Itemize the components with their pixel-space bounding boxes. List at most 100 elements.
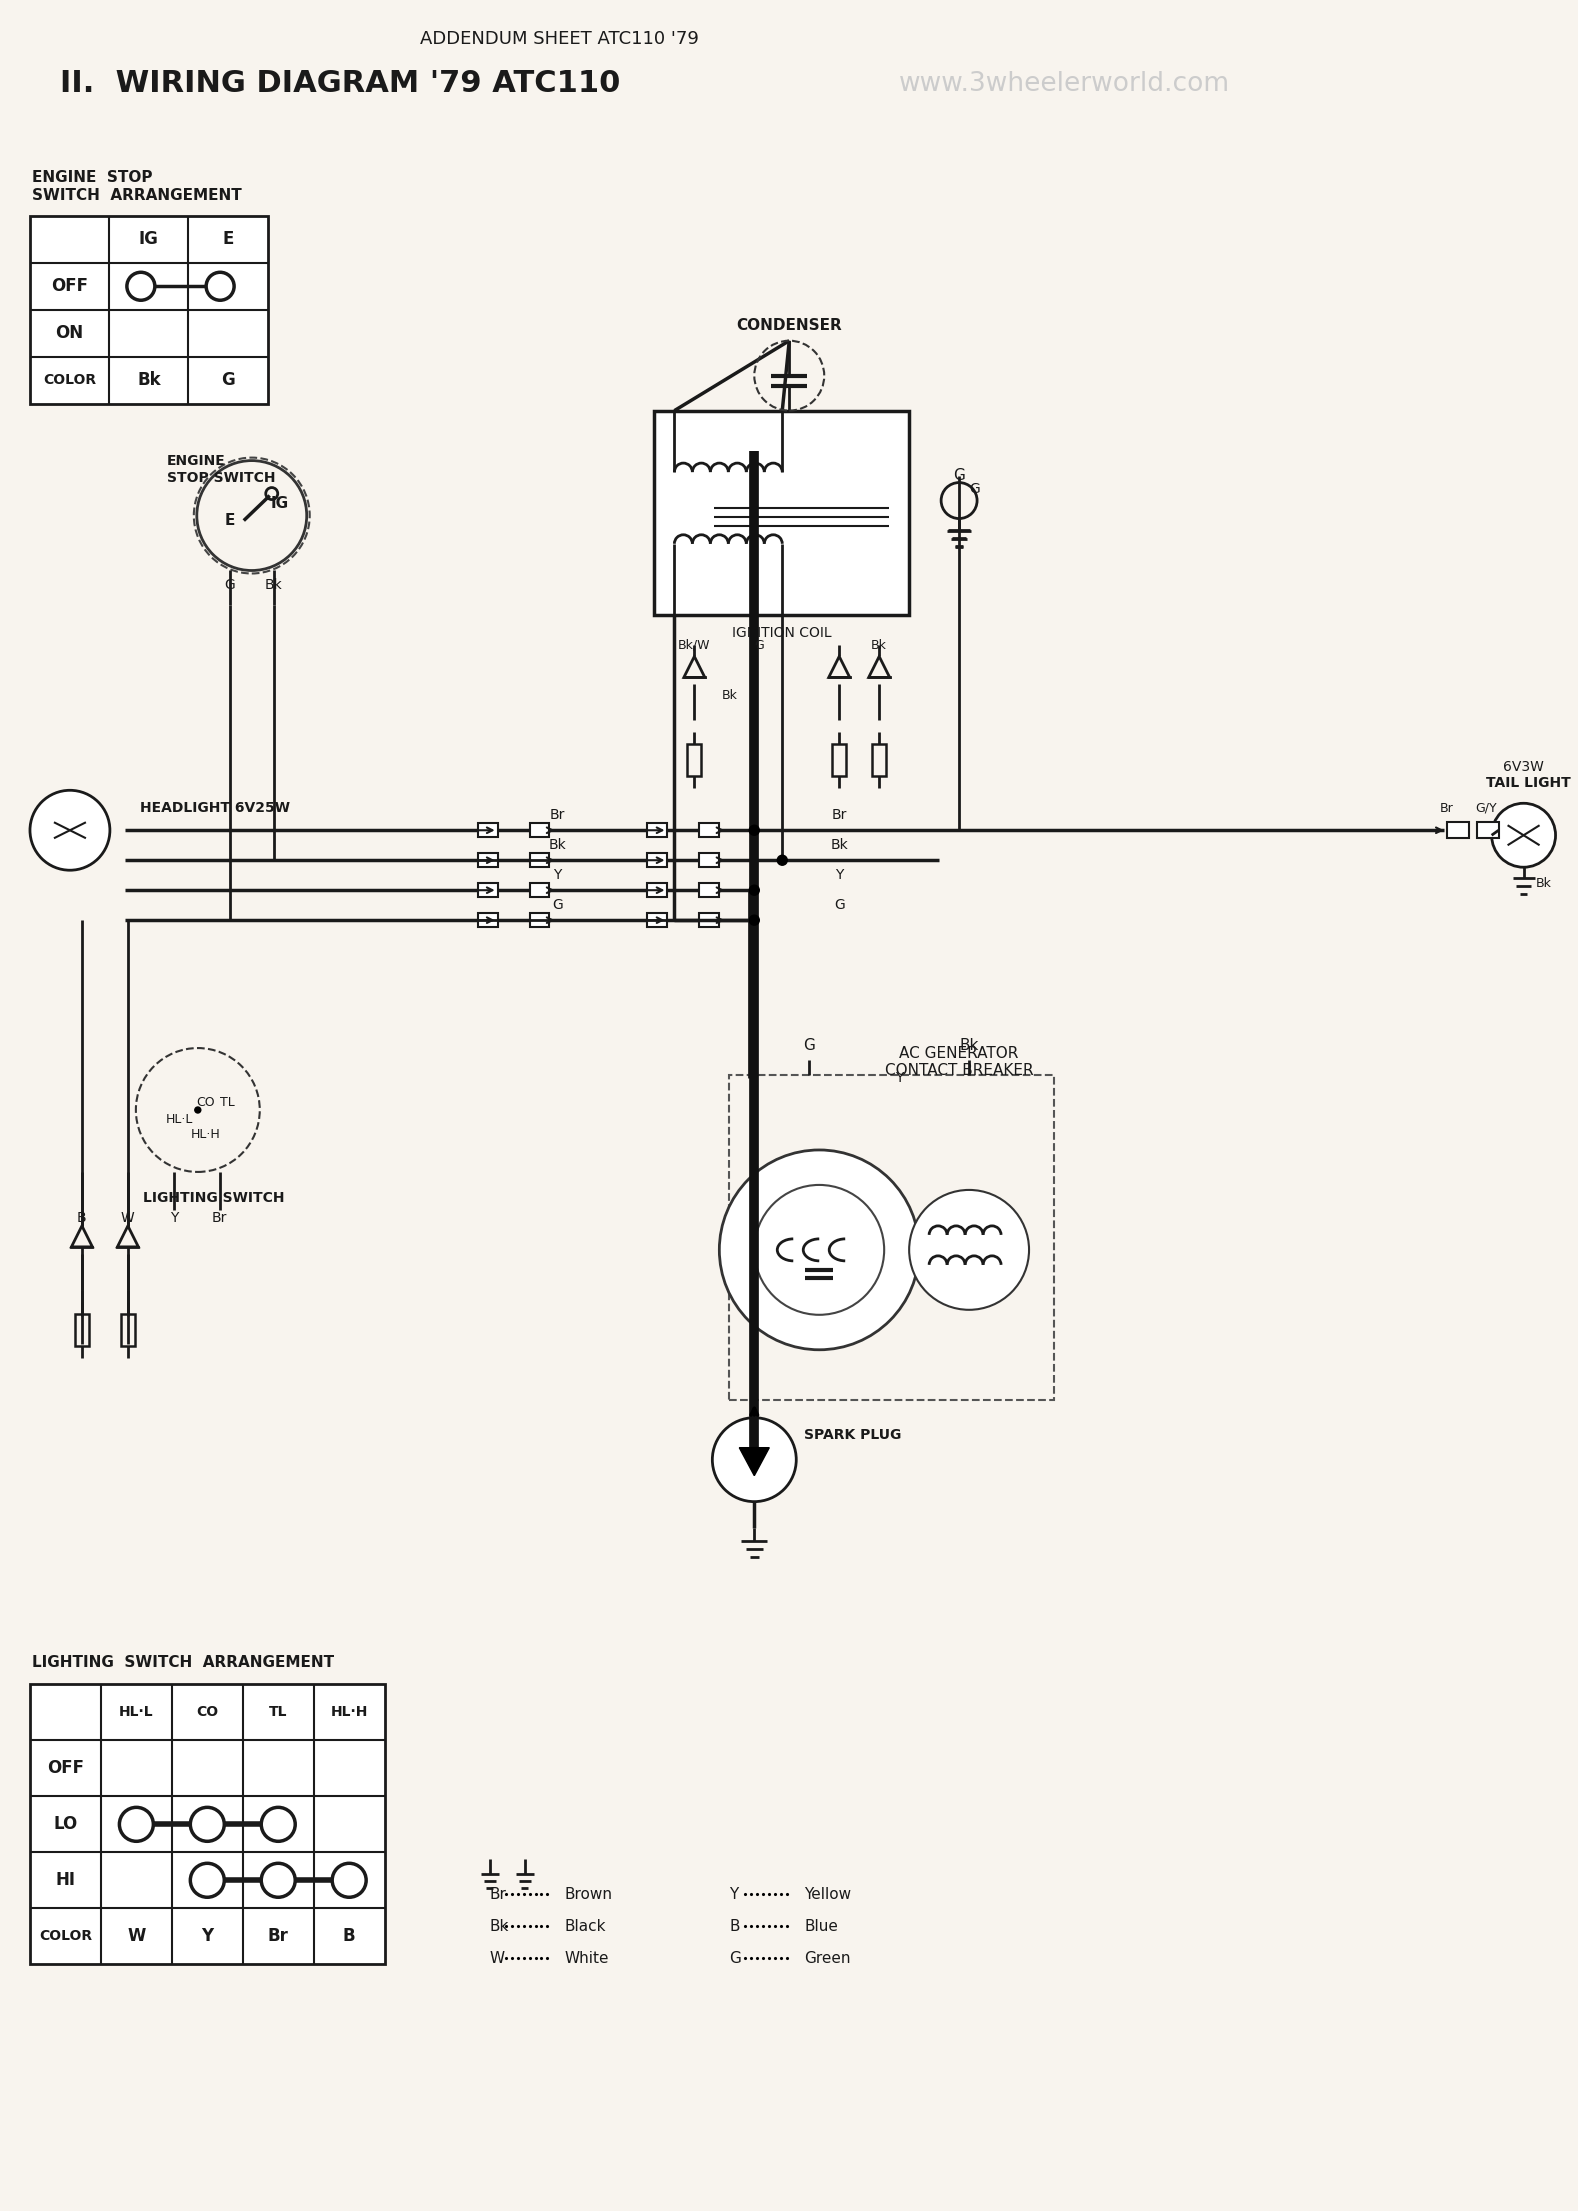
- Text: TL: TL: [221, 1094, 235, 1108]
- Text: HI: HI: [55, 1871, 76, 1888]
- Text: ENGINE: ENGINE: [167, 453, 226, 467]
- Bar: [699, 882, 720, 898]
- Text: Bk: Bk: [830, 838, 847, 851]
- Text: CONDENSER: CONDENSER: [737, 318, 843, 334]
- Circle shape: [754, 1185, 884, 1316]
- Text: Blue: Blue: [805, 1919, 838, 1935]
- Text: W: W: [128, 1928, 145, 1946]
- Polygon shape: [117, 1225, 139, 1247]
- Text: G: G: [969, 482, 980, 495]
- Text: TL: TL: [268, 1705, 287, 1720]
- Bar: [647, 822, 667, 838]
- Bar: [478, 882, 497, 898]
- Circle shape: [262, 1864, 295, 1897]
- Circle shape: [909, 1190, 1029, 1309]
- Text: LO: LO: [54, 1815, 77, 1833]
- Circle shape: [712, 1417, 797, 1501]
- Text: G: G: [803, 1037, 816, 1052]
- Text: IGNITION COIL: IGNITION COIL: [732, 626, 832, 641]
- Polygon shape: [740, 1448, 770, 1475]
- Text: W: W: [489, 1950, 505, 1966]
- Text: CO: CO: [197, 1094, 215, 1108]
- Polygon shape: [869, 657, 890, 677]
- Text: Br: Br: [211, 1212, 227, 1225]
- Text: B: B: [77, 1212, 87, 1225]
- Polygon shape: [71, 1225, 93, 1247]
- Text: G/Y: G/Y: [1475, 803, 1496, 816]
- Text: B: B: [729, 1919, 740, 1935]
- Text: G: G: [754, 639, 764, 652]
- Text: AC GENERATOR: AC GENERATOR: [899, 1046, 1019, 1061]
- Bar: [647, 913, 667, 926]
- Bar: [478, 822, 497, 838]
- Text: OFF: OFF: [50, 276, 88, 296]
- Bar: [699, 913, 720, 926]
- Text: Br: Br: [268, 1928, 289, 1946]
- Text: HEADLIGHT 6V25W: HEADLIGHT 6V25W: [140, 800, 290, 816]
- Text: LIGHTING  SWITCH  ARRANGEMENT: LIGHTING SWITCH ARRANGEMENT: [32, 1656, 335, 1669]
- Text: ADDENDUM SHEET ATC110 '79: ADDENDUM SHEET ATC110 '79: [420, 31, 699, 49]
- Text: Bk: Bk: [265, 579, 282, 593]
- Circle shape: [720, 1150, 918, 1349]
- Text: ON: ON: [55, 325, 84, 343]
- Circle shape: [750, 915, 759, 924]
- Circle shape: [191, 1806, 224, 1842]
- Text: SWITCH  ARRANGEMENT: SWITCH ARRANGEMENT: [32, 188, 241, 203]
- Text: HL·H: HL·H: [330, 1705, 368, 1720]
- Bar: [478, 853, 497, 867]
- Text: G: G: [224, 579, 235, 593]
- Bar: [122, 1313, 134, 1346]
- Text: TAIL LIGHT: TAIL LIGHT: [1486, 776, 1572, 789]
- Bar: [30, 1685, 385, 1963]
- Text: E: E: [224, 513, 235, 528]
- Text: G: G: [729, 1950, 742, 1966]
- Text: www.3wheelerworld.com: www.3wheelerworld.com: [899, 71, 1231, 97]
- Bar: [873, 745, 887, 776]
- Text: Bk: Bk: [871, 639, 887, 652]
- Text: Bk: Bk: [721, 690, 737, 701]
- Text: OFF: OFF: [47, 1760, 84, 1778]
- Text: Y: Y: [729, 1886, 739, 1901]
- Circle shape: [778, 856, 787, 865]
- Bar: [530, 913, 549, 926]
- Circle shape: [30, 789, 110, 871]
- Bar: [647, 882, 667, 898]
- Circle shape: [262, 1806, 295, 1842]
- Text: COLOR: COLOR: [39, 1930, 92, 1943]
- Text: HL·L: HL·L: [118, 1705, 153, 1720]
- Text: Y: Y: [835, 869, 843, 882]
- Text: E: E: [222, 230, 234, 248]
- Text: IG: IG: [271, 495, 289, 511]
- Text: Br: Br: [549, 809, 565, 822]
- Bar: [832, 745, 846, 776]
- Text: Bk: Bk: [137, 371, 161, 389]
- Bar: [1477, 822, 1499, 838]
- Text: Br: Br: [1439, 803, 1453, 816]
- Text: Bk/W: Bk/W: [679, 639, 710, 652]
- Text: COLOR: COLOR: [43, 374, 96, 387]
- Bar: [688, 745, 701, 776]
- Text: G: G: [221, 371, 235, 389]
- Text: SPARK PLUG: SPARK PLUG: [805, 1428, 901, 1442]
- Text: Y: Y: [895, 1070, 903, 1086]
- Bar: [647, 853, 667, 867]
- Bar: [699, 822, 720, 838]
- Bar: [30, 217, 268, 405]
- Circle shape: [750, 825, 759, 836]
- Text: White: White: [565, 1950, 609, 1966]
- Text: G: G: [552, 898, 563, 913]
- Text: G: G: [833, 898, 844, 913]
- Text: ENGINE  STOP: ENGINE STOP: [32, 170, 153, 186]
- Text: W: W: [122, 1212, 134, 1225]
- Text: Br: Br: [489, 1886, 507, 1901]
- Text: Yellow: Yellow: [805, 1886, 852, 1901]
- Circle shape: [1491, 803, 1556, 867]
- Polygon shape: [828, 657, 849, 677]
- Bar: [699, 853, 720, 867]
- Text: HL·L: HL·L: [166, 1114, 194, 1125]
- Circle shape: [333, 1864, 366, 1897]
- Text: Y: Y: [170, 1212, 178, 1225]
- Text: Green: Green: [805, 1950, 851, 1966]
- Bar: [530, 822, 549, 838]
- Polygon shape: [683, 657, 705, 677]
